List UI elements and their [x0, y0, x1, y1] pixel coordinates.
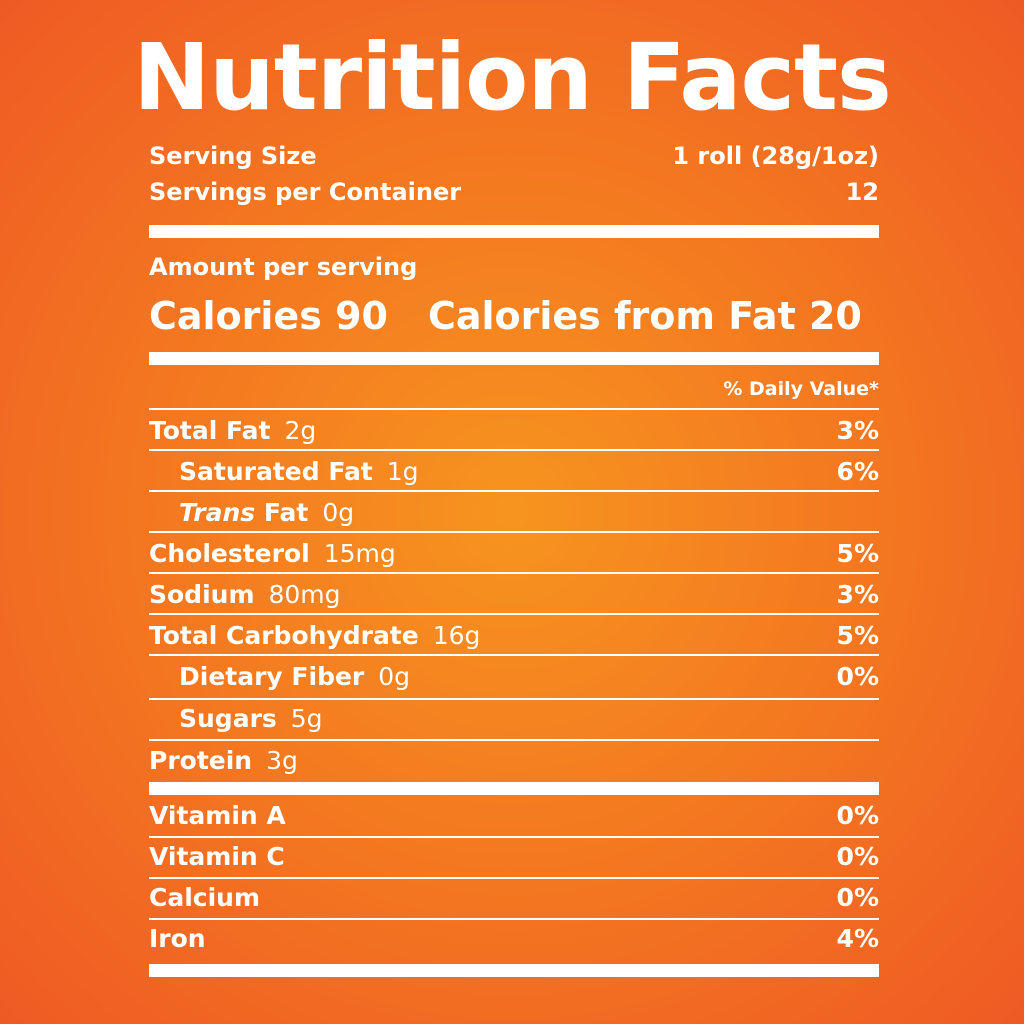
serving-size-value: 1 roll (28g/1oz)	[672, 142, 879, 170]
nutrient-daily-value: 5%	[836, 621, 879, 650]
nutrient-amount: 0g	[322, 498, 355, 527]
calories-label: Calories	[149, 294, 322, 338]
nutrient-amount: 15mg	[323, 539, 396, 568]
nutrient-name: Cholesterol	[149, 539, 310, 568]
nutrient-amount: 80mg	[268, 580, 341, 609]
daily-value-header: % Daily Value*	[149, 378, 879, 400]
nutrient-daily-value: 3%	[836, 580, 879, 609]
nutrient-row-trans-fat: Trans Fat 0g	[149, 498, 879, 527]
nutrient-amount: 0g	[378, 662, 411, 691]
divider-thin	[149, 836, 879, 838]
servings-per-container-value: 12	[845, 178, 879, 206]
calories-row: Calories 90 Calories from Fat 20	[149, 294, 879, 338]
servings-per-container-label: Servings per Container	[149, 178, 462, 206]
serving-size-row: Serving Size 1 roll (28g/1oz)	[149, 142, 879, 170]
nutrient-daily-value: 5%	[836, 539, 879, 568]
nutrient-amount: 1g	[386, 457, 419, 486]
vitamin-name: Vitamin C	[149, 842, 285, 871]
vitamin-name: Calcium	[149, 883, 261, 912]
nutrient-amount: 5g	[290, 704, 323, 733]
nutrient-name: Sugars	[179, 704, 277, 733]
nutrient-row-total-fat: Total Fat 2g 3%	[149, 416, 879, 445]
nutrient-row-total-carbohydrate: Total Carbohydrate 16g 5%	[149, 621, 879, 650]
divider-thin	[149, 654, 879, 656]
nutrition-title: Nutrition Facts	[133, 24, 891, 131]
nutrient-amount: 3g	[266, 746, 298, 775]
vitamin-daily-value: 0%	[836, 883, 879, 912]
divider-thick	[149, 225, 879, 238]
nutrient-name: Total Carbohydrate	[149, 621, 419, 650]
divider-thin	[149, 449, 879, 451]
nutrient-name: Protein	[149, 746, 253, 775]
vitamin-name: Vitamin A	[149, 801, 286, 830]
vitamin-row-vitamin-c: Vitamin C 0%	[149, 842, 879, 871]
divider-thin	[149, 613, 879, 615]
vitamin-name: Iron	[149, 924, 206, 953]
vitamin-row-calcium: Calcium 0%	[149, 883, 879, 912]
calories-value: 90	[335, 294, 388, 338]
divider-thin	[149, 877, 879, 879]
vitamin-daily-value: 4%	[836, 924, 879, 953]
nutrient-amount: 16g	[432, 621, 481, 650]
calories-from-fat-label: Calories from Fat	[427, 294, 796, 338]
nutrient-row-dietary-fiber: Dietary Fiber 0g 0%	[149, 662, 879, 691]
nutrient-name: Dietary Fiber	[179, 662, 365, 691]
divider-thin	[149, 490, 879, 492]
nutrient-row-sodium: Sodium 80mg 3%	[149, 580, 879, 609]
servings-per-container-row: Servings per Container 12	[149, 178, 879, 206]
divider-thin	[149, 698, 879, 700]
calories-from-fat-group: Calories from Fat 20	[428, 294, 862, 338]
vitamin-daily-value: 0%	[836, 842, 879, 871]
amount-per-serving-row: Amount per serving	[149, 253, 879, 281]
vitamin-row-iron: Iron 4%	[149, 924, 879, 953]
nutrient-amount: 2g	[284, 416, 317, 445]
daily-value-header-label: % Daily Value*	[723, 378, 879, 400]
nutrient-name: Total Fat	[149, 416, 271, 445]
nutrient-row-cholesterol: Cholesterol 15mg 5%	[149, 539, 879, 568]
nutrient-daily-value: 6%	[836, 457, 879, 486]
divider-thick	[149, 964, 879, 977]
divider-thin	[149, 408, 879, 410]
divider-thick	[149, 782, 879, 795]
nutrient-row-sugars: Sugars 5g	[149, 704, 879, 733]
divider-thin	[149, 531, 879, 533]
amount-per-serving-label: Amount per serving	[149, 253, 418, 281]
nutrient-name: Fat	[263, 498, 309, 527]
nutrient-name: Sodium	[149, 580, 255, 609]
serving-size-label: Serving Size	[149, 142, 317, 170]
divider-thick	[149, 352, 879, 365]
calories-group: Calories 90	[149, 294, 388, 338]
nutrient-row-protein: Protein 3g	[149, 746, 879, 775]
divider-thin	[149, 918, 879, 920]
nutrient-name: Saturated Fat	[179, 457, 373, 486]
nutrient-row-saturated-fat: Saturated Fat 1g 6%	[149, 457, 879, 486]
nutrient-daily-value: 0%	[836, 662, 879, 691]
divider-thin	[149, 572, 879, 574]
divider-thin	[149, 739, 879, 741]
calories-from-fat-value: 20	[808, 294, 862, 338]
vitamin-daily-value: 0%	[836, 801, 879, 830]
nutrient-name-italic: Trans	[179, 498, 256, 527]
nutrient-daily-value: 3%	[836, 416, 879, 445]
vitamin-row-vitamin-a: Vitamin A 0%	[149, 801, 879, 830]
